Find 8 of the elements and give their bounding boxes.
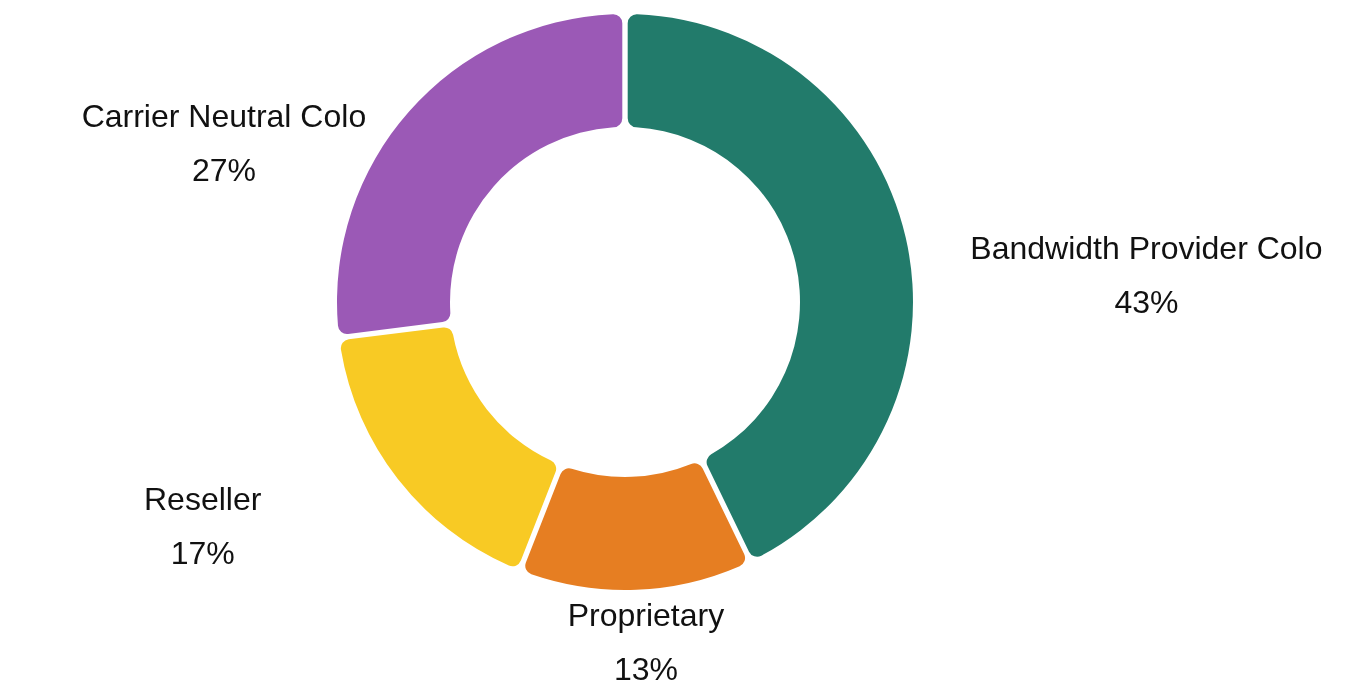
data-label: 13% bbox=[613, 650, 678, 687]
data-label: 27% bbox=[191, 152, 256, 189]
data-label: 43% bbox=[1114, 283, 1179, 320]
slice-label: Reseller bbox=[144, 481, 262, 518]
slice-label: Bandwidth Provider Colo bbox=[970, 229, 1323, 266]
slice-label: Proprietary bbox=[567, 596, 725, 633]
data-label: 17% bbox=[170, 535, 235, 572]
slice-label: Carrier Neutral Colo bbox=[81, 98, 367, 135]
